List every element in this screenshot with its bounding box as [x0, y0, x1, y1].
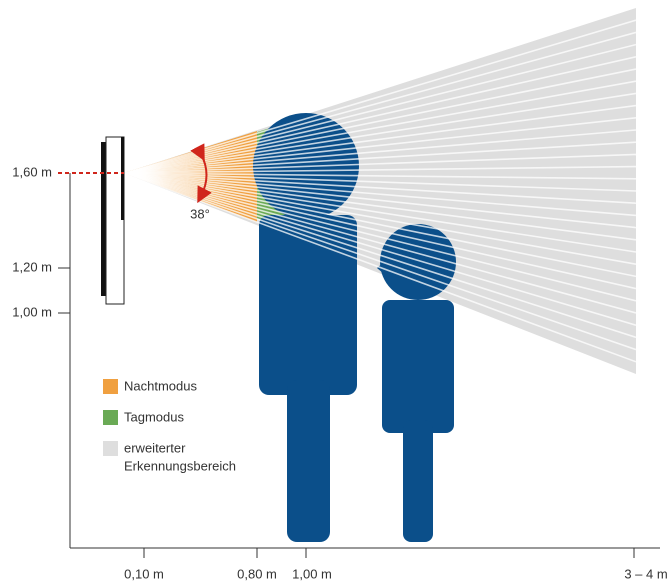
- legend-swatch: [103, 379, 118, 394]
- height-label: 1,00 m: [12, 304, 52, 319]
- axes: [58, 173, 660, 558]
- ray: [124, 172, 636, 363]
- legend-label: Nachtmodus: [124, 378, 197, 393]
- height-label: 1,20 m: [12, 259, 52, 274]
- legend-label: Tagmodus: [124, 409, 184, 424]
- extended-area: [124, 8, 636, 374]
- legend-label: erweiterter: [124, 440, 186, 455]
- distance-label: 3 – 4 m: [624, 566, 667, 581]
- device: [101, 136, 125, 305]
- child: [377, 224, 456, 542]
- angle-label: 38°: [190, 206, 210, 221]
- height-label: 1,60 m: [12, 164, 52, 179]
- distance-label: 0,10 m: [124, 566, 164, 581]
- legend-swatch: [103, 441, 118, 456]
- distance-label: 1,00 m: [292, 566, 332, 581]
- legend: Nachtmodus Tagmodus erweiterter Erkennun…: [103, 378, 236, 473]
- legend-label: Erkennungsbereich: [124, 458, 236, 473]
- legend-swatch: [103, 410, 118, 425]
- angle-arrow: [190, 143, 212, 204]
- distance-label: 0,80 m: [237, 566, 277, 581]
